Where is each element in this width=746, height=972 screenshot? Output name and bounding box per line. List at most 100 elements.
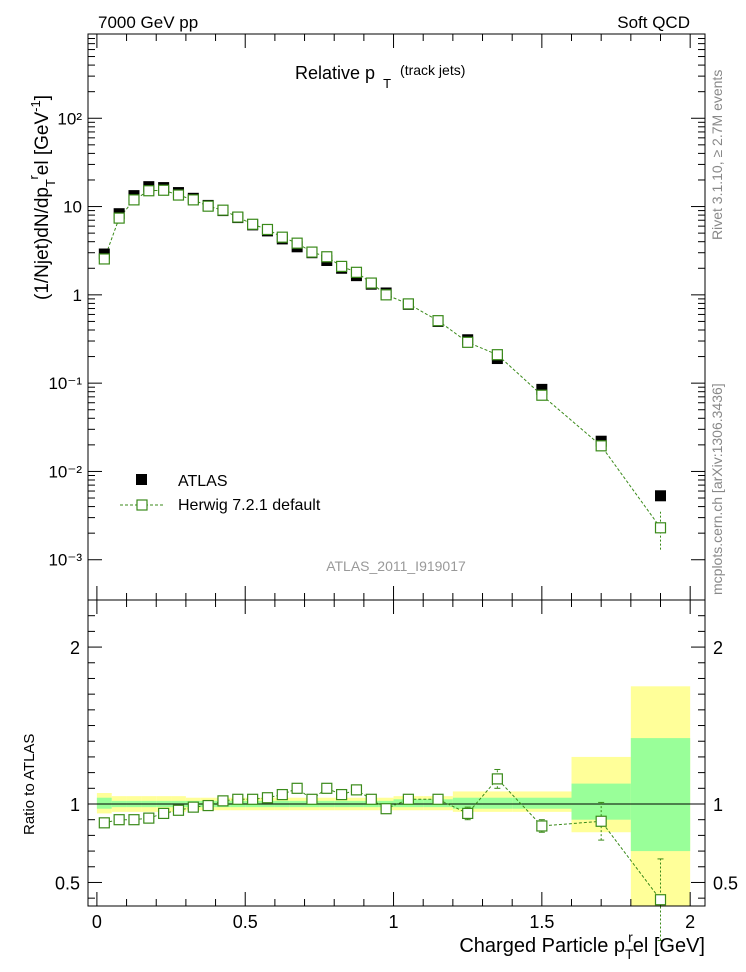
- ratio-point: [350, 784, 363, 796]
- x-axis-label-sub: T: [625, 946, 634, 962]
- main-panel: 10⁻³ 10⁻² 10⁻¹ 1 10 10² Relative p T (track j…: [26, 33, 706, 601]
- ratio-point: [276, 788, 288, 801]
- chart-title-main: Relative p: [295, 63, 375, 83]
- mc-point: [113, 212, 125, 224]
- y-tick-label: 10: [63, 198, 82, 217]
- mc-point: [128, 194, 140, 206]
- ratio-point: [158, 807, 170, 820]
- x-tick-label: 2: [685, 912, 695, 932]
- x-axis-label-main: Charged Particle p: [459, 935, 625, 957]
- ratio-y-tick-label-right: 0.5: [713, 873, 738, 893]
- ratio-uncertainty-bands: [88, 686, 705, 906]
- mc-point: [98, 253, 110, 265]
- ratio-panel-frame: [87, 599, 706, 907]
- ratio-y-tick-label: 0.5: [55, 873, 80, 893]
- ratio-point: [595, 815, 607, 827]
- mc-point: [595, 440, 607, 452]
- x-tick-label: 1.5: [529, 912, 554, 932]
- inner-band-bin: [482, 797, 513, 809]
- mc-point: [291, 237, 303, 249]
- y-tick-label: 10²: [57, 109, 82, 128]
- ratio-point: [380, 803, 392, 815]
- x-tick-label: 1: [389, 912, 399, 932]
- ratio-point: [247, 793, 259, 805]
- y-tick-label: 10⁻¹: [48, 374, 82, 393]
- mc-point: [217, 204, 229, 216]
- mc-point: [491, 349, 503, 361]
- legend-marker-herwig: [136, 499, 148, 511]
- mc-point: [432, 315, 444, 327]
- ratio-y-tick-label: 1: [70, 795, 80, 815]
- header-right: Soft QCD: [617, 13, 690, 32]
- x-tick-label: 0: [92, 912, 102, 932]
- ratio-point: [491, 773, 503, 785]
- ratio-point: [98, 817, 110, 829]
- inner-band-bin: [571, 783, 631, 820]
- inner-band-bin: [452, 797, 483, 809]
- ratio-point: [432, 793, 444, 805]
- ratio-y-tick-label-right: 1: [713, 795, 723, 815]
- ratio-point: [113, 814, 125, 826]
- y-tick-label: 10⁻³: [48, 551, 82, 570]
- mc-point: [158, 184, 170, 196]
- mc-point: [321, 251, 333, 263]
- inner-band-bin: [512, 797, 572, 809]
- legend-label-atlas: ATLAS: [178, 473, 228, 490]
- ratio-point: [306, 793, 318, 805]
- ratio-point: [402, 793, 414, 805]
- main-panel-frame: [87, 33, 706, 601]
- chart-title-sub: T: [383, 76, 391, 91]
- ratio-point: [232, 793, 244, 805]
- ratio-point: [536, 820, 548, 832]
- analysis-id: ATLAS_2011_I919017: [326, 558, 466, 574]
- ratio-point: [187, 801, 199, 813]
- mc-point: [187, 194, 199, 206]
- mc-point: [350, 266, 363, 278]
- ratio-point: [291, 782, 303, 794]
- mc-point: [202, 200, 214, 212]
- ratio-point: [128, 814, 140, 826]
- ratio-series: [98, 768, 667, 942]
- mc-point: [172, 189, 185, 201]
- mcplots-label: mcplots.cern.ch [arXiv:1306.3436]: [709, 383, 725, 595]
- x-axis-label: Charged Particle pTrel [GeV]: [459, 929, 705, 962]
- y-tick-label: 10⁻²: [48, 462, 82, 481]
- mc-point: [365, 277, 377, 289]
- main-y-axis-label: (1/Njet)dN/dpTrel [GeV-1]: [26, 95, 58, 300]
- mc-point: [261, 223, 274, 236]
- inner-band-bin: [96, 797, 112, 809]
- y-tick-label: 1: [73, 286, 82, 305]
- mc-point: [402, 298, 414, 310]
- ratio-point: [321, 782, 333, 794]
- ratio-axis-ticks: 0.5 0.5 1 1 2 2 0 0.5 1 1.5 2: [55, 600, 738, 932]
- chart-title-suffix: (track jets): [400, 62, 465, 78]
- mc-point: [247, 218, 259, 230]
- main-series: [98, 181, 667, 550]
- mc-point: [380, 289, 392, 301]
- legend: ATLAS Herwig 7.2.1 default: [120, 473, 321, 514]
- ratio-point: [202, 799, 214, 812]
- ratio-point: [336, 788, 348, 801]
- mc-point: [536, 389, 548, 401]
- mc-point: [143, 185, 155, 197]
- ratio-panel: 0.5 0.5 1 1 2 2 0 0.5 1 1.5 2 Ratio to ATLAS Charg…: [21, 599, 738, 962]
- ratio-point: [365, 793, 377, 805]
- legend-label-herwig: Herwig 7.2.1 default: [178, 497, 321, 514]
- ratio-y-tick-label-right: 2: [713, 638, 723, 658]
- legend-marker-atlas: [136, 474, 147, 485]
- ratio-point: [654, 894, 667, 906]
- x-axis-label-sup: r: [628, 929, 633, 945]
- ratio-point: [217, 795, 229, 807]
- atlas-data-point: [536, 383, 548, 395]
- x-tick-label: 0.5: [233, 912, 258, 932]
- chart-title: Relative p T (track jets): [295, 62, 465, 92]
- header-left: 7000 GeV pp: [98, 13, 198, 32]
- ratio-point: [172, 804, 185, 816]
- ratio-y-tick-label: 2: [70, 638, 80, 658]
- mc-point: [654, 522, 667, 534]
- inner-band-bin: [630, 738, 691, 852]
- main-axis-ticks: 10⁻³ 10⁻² 10⁻¹ 1 10 10²: [48, 33, 705, 600]
- mc-point: [306, 246, 318, 258]
- x-axis-label-rest: el [GeV]: [633, 935, 705, 957]
